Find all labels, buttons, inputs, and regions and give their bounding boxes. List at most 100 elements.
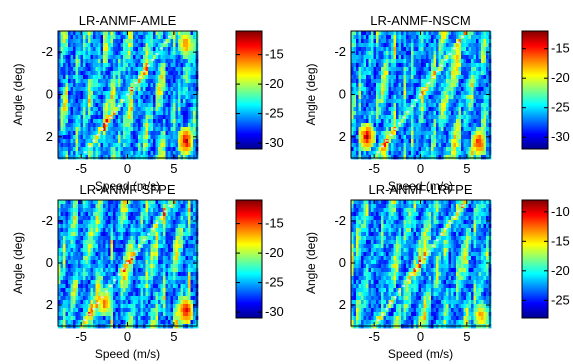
heatmap-cell xyxy=(448,139,452,144)
heatmap-cell xyxy=(73,143,76,148)
heatmap-cell xyxy=(133,127,136,132)
heatmap-cell xyxy=(443,135,447,140)
heatmap-cell xyxy=(185,119,189,124)
heatmap-cell xyxy=(160,51,164,56)
heatmap-cell xyxy=(93,212,96,217)
heatmap-cell xyxy=(178,39,181,44)
heatmap-cell xyxy=(130,147,134,152)
heatmap-cell xyxy=(381,79,384,84)
heatmap-cell xyxy=(168,147,171,152)
heatmap-cell xyxy=(381,43,384,48)
heatmap-cell xyxy=(68,232,71,237)
heatmap-cell xyxy=(438,47,442,52)
heatmap-cell xyxy=(113,67,116,72)
heatmap-cell xyxy=(115,151,119,156)
heatmap-cell xyxy=(456,47,459,52)
heatmap-cell xyxy=(476,139,479,144)
heatmap-cell xyxy=(416,83,419,88)
heatmap-cell xyxy=(193,208,196,213)
heatmap-cell xyxy=(65,75,69,80)
heatmap-cell xyxy=(358,107,362,112)
heatmap-cell xyxy=(466,111,469,116)
heatmap-cell xyxy=(463,79,467,84)
heatmap-cell xyxy=(456,67,459,72)
heatmap-cell xyxy=(473,87,477,92)
heatmap-cell xyxy=(368,95,372,100)
heatmap-cell xyxy=(421,151,424,156)
heatmap-cell xyxy=(183,131,186,136)
heatmap-cell xyxy=(145,204,149,209)
heatmap-cell xyxy=(461,127,464,132)
heatmap-cell xyxy=(158,208,161,213)
heatmap-cell xyxy=(368,143,372,148)
heatmap-cell xyxy=(138,71,141,76)
heatmap-cell xyxy=(406,143,409,148)
heatmap-cell xyxy=(98,272,101,277)
heatmap-cell xyxy=(110,51,114,56)
heatmap-cell xyxy=(190,111,194,116)
heatmap-cell xyxy=(83,272,86,277)
heatmap-cell xyxy=(78,47,81,52)
heatmap-cell xyxy=(153,47,156,52)
heatmap-cell xyxy=(188,115,191,120)
heatmap-cell xyxy=(95,67,99,72)
heatmap-cell xyxy=(356,111,359,116)
heatmap-cell xyxy=(478,95,482,100)
heatmap-cell xyxy=(160,228,164,233)
heatmap-cell xyxy=(60,91,64,96)
heatmap-cell xyxy=(108,224,111,229)
heatmap-cell xyxy=(160,127,164,132)
heatmap-cell xyxy=(190,43,194,48)
heatmap-cell xyxy=(368,43,372,48)
heatmap-cell xyxy=(150,224,154,229)
heatmap-cell xyxy=(140,276,144,281)
heatmap-cell xyxy=(391,151,394,156)
heatmap-cell xyxy=(70,155,74,160)
heatmap-cell xyxy=(90,39,94,44)
heatmap-cell xyxy=(183,200,186,205)
heatmap-cell xyxy=(155,228,159,233)
heatmap-cell xyxy=(73,244,76,249)
heatmap-cell xyxy=(153,216,156,221)
heatmap-cell xyxy=(128,123,131,128)
heatmap-cell xyxy=(125,135,129,140)
heatmap-cell xyxy=(150,131,154,136)
heatmap-cell xyxy=(90,248,94,253)
heatmap-cell xyxy=(143,63,146,68)
heatmap-cell xyxy=(88,220,91,225)
heatmap-cell xyxy=(80,208,84,213)
heatmap-cell xyxy=(78,135,81,140)
heatmap-cell xyxy=(140,131,144,136)
heatmap-cell xyxy=(73,107,76,112)
heatmap-cell xyxy=(135,111,139,116)
heatmap-cell xyxy=(60,224,64,229)
heatmap-cell xyxy=(463,47,467,52)
heatmap-cell xyxy=(466,103,469,108)
heatmap-cell xyxy=(98,111,101,116)
heatmap-cell xyxy=(401,155,404,160)
heatmap-cell xyxy=(85,256,89,261)
heatmap-cell xyxy=(73,119,76,124)
heatmap-cell xyxy=(368,115,372,120)
heatmap-cell xyxy=(486,95,489,100)
heatmap-cell xyxy=(103,139,106,144)
heatmap-cell xyxy=(93,47,96,52)
heatmap-cell xyxy=(408,103,412,108)
heatmap-cell xyxy=(145,71,149,76)
heatmap-cell xyxy=(60,260,64,265)
heatmap-cell xyxy=(58,55,61,60)
heatmap-cell xyxy=(461,115,464,120)
heatmap-cell xyxy=(180,248,184,253)
heatmap-cell xyxy=(160,103,164,108)
heatmap-cell xyxy=(351,99,354,104)
heatmap-cell xyxy=(471,91,474,96)
heatmap-cell xyxy=(98,123,101,128)
heatmap-cell xyxy=(98,87,101,92)
heatmap-cell xyxy=(95,244,99,249)
heatmap-cell xyxy=(461,91,464,96)
heatmap-cell xyxy=(155,147,159,152)
heatmap-cell xyxy=(401,87,404,92)
heatmap-cell xyxy=(105,284,109,289)
heatmap-cell xyxy=(105,155,109,160)
heatmap-cell xyxy=(75,155,79,160)
